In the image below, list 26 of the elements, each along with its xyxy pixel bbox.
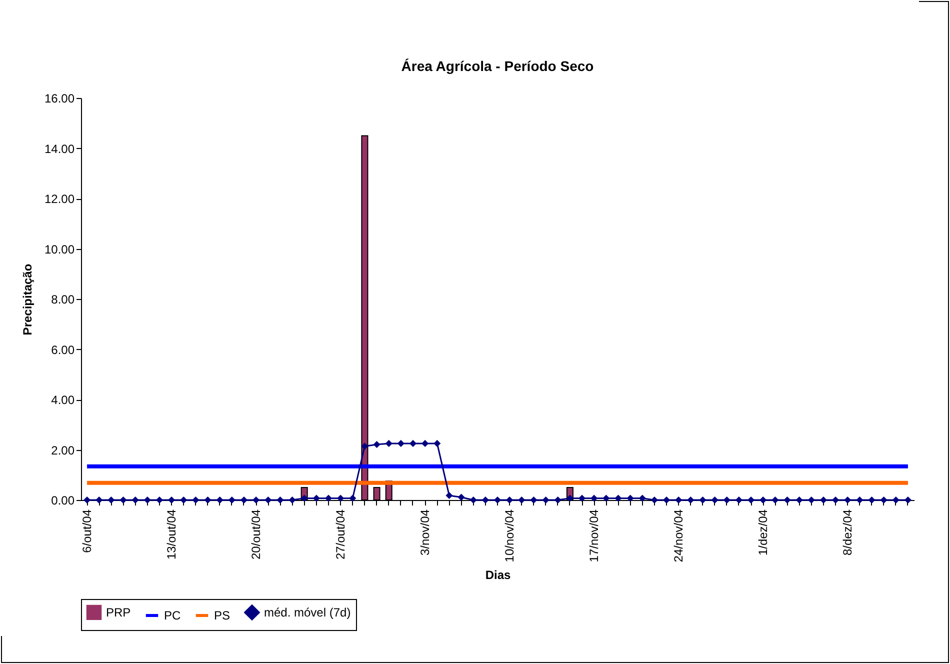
x-tick-label: 10/nov/04 bbox=[502, 509, 517, 562]
x-axis-title: Dias bbox=[485, 568, 511, 582]
legend-label: méd. móvel (7d) bbox=[264, 605, 351, 620]
y-tick-label: 2.00 bbox=[51, 443, 75, 458]
y-tick-label: 8.00 bbox=[51, 292, 75, 306]
legend-label: PRP bbox=[106, 605, 131, 620]
y-axis-title: Precipitação bbox=[20, 264, 34, 336]
x-tick-label: 8/dez/04 bbox=[840, 509, 855, 556]
y-tick-label: 4.00 bbox=[51, 393, 75, 407]
y-tick-label: 10.00 bbox=[44, 242, 75, 256]
y-tick-label: 16.00 bbox=[44, 92, 75, 106]
x-tick-label: 3/nov/04 bbox=[418, 509, 432, 556]
y-tick-label: 12.00 bbox=[44, 192, 75, 206]
x-tick-label: 1/dez/04 bbox=[756, 509, 770, 556]
x-tick-label: 24/nov/04 bbox=[672, 509, 686, 562]
x-tick-label: 17/nov/04 bbox=[587, 509, 602, 562]
x-tick-label: 13/out/04 bbox=[164, 509, 179, 560]
y-tick-label: 0.00 bbox=[51, 494, 75, 508]
x-tick-label: 27/out/04 bbox=[334, 509, 348, 560]
chart-title: Área Agrícola - Período Seco bbox=[401, 58, 594, 74]
x-tick-label: 20/out/04 bbox=[249, 509, 264, 560]
y-tick-label: 14.00 bbox=[44, 142, 75, 156]
legend-label: PC bbox=[164, 608, 182, 622]
y-tick-label: 6.00 bbox=[51, 342, 75, 357]
x-tick-label: 6/out/04 bbox=[80, 509, 94, 553]
legend-label: PS bbox=[214, 608, 230, 622]
